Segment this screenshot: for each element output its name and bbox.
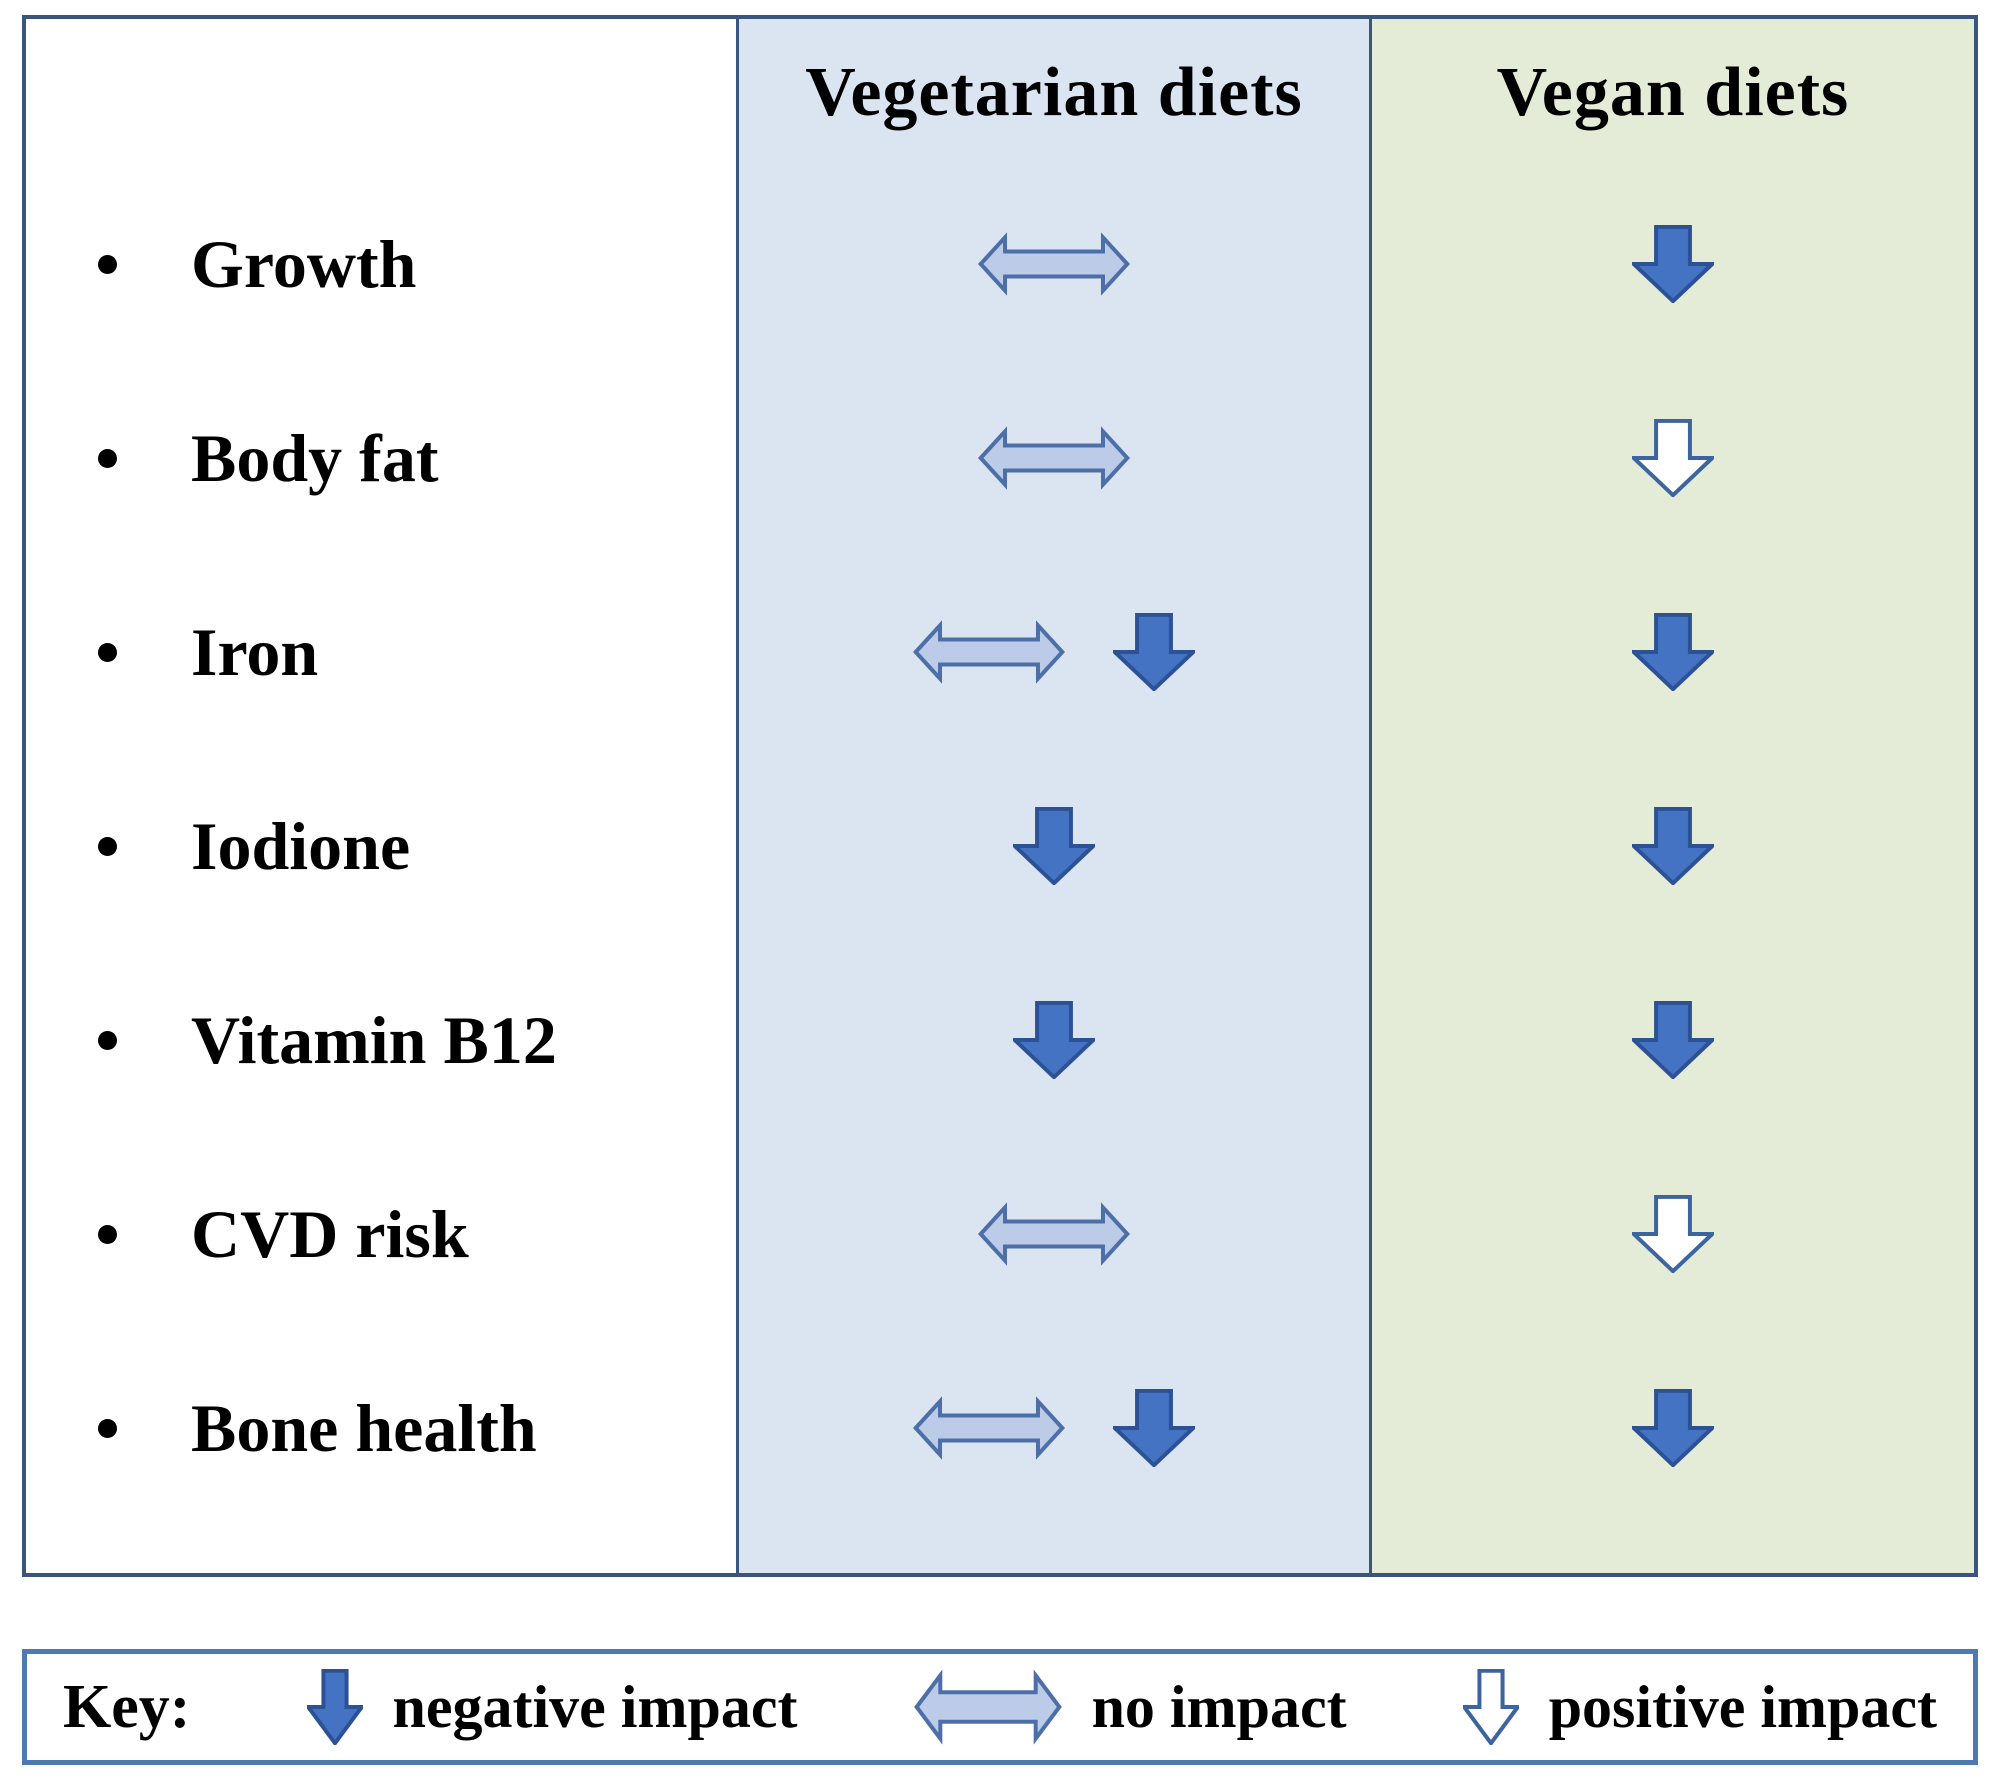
row-label-text: Iodione (191, 807, 411, 884)
no-impact-double-arrow-icon (978, 426, 1130, 490)
negative-impact-arrow-icon (1632, 613, 1714, 691)
column-header-vegetarian-label: Vegetarian diets (805, 54, 1303, 131)
vegan-impact-cell-growth (1369, 167, 1974, 361)
row-label-growth: Growth (26, 167, 736, 361)
vegan-impact-cell-bone-health (1369, 1331, 1974, 1525)
legend: Key: negative impact no impact positive … (22, 1649, 1978, 1765)
filler-cell (26, 1525, 736, 1573)
no-impact-double-arrow-icon (978, 1202, 1130, 1266)
legend-item-negative: negative impact (307, 1669, 798, 1745)
row-label-text: Growth (191, 225, 417, 302)
row-label-text: Iron (191, 613, 319, 690)
bullet-icon (98, 1418, 117, 1438)
bullet-icon (98, 1030, 117, 1050)
negative-impact-arrow-icon (1113, 613, 1195, 691)
legend-no-impact-label: no impact (1091, 1673, 1347, 1740)
row-label-text: Vitamin B12 (191, 1001, 557, 1078)
column-header-vegan-label: Vegan diets (1496, 54, 1850, 131)
vegan-impact-cell-body-fat (1369, 361, 1974, 555)
header-blank-cell (26, 19, 736, 167)
vegetarian-impact-cell-iron (736, 555, 1369, 749)
negative-impact-arrow-icon (1632, 1389, 1714, 1467)
row-label-iron: Iron (26, 555, 736, 749)
no-impact-double-arrow-icon (978, 232, 1130, 296)
row-label-cvd-risk: CVD risk (26, 1137, 736, 1331)
row-label-text: Bone health (191, 1389, 537, 1466)
row-label-text: Body fat (191, 419, 439, 496)
positive-impact-arrow-icon (1463, 1669, 1519, 1745)
no-impact-double-arrow-icon (914, 1669, 1062, 1745)
row-label-bone-health: Bone health (26, 1331, 736, 1525)
bullet-icon (98, 448, 117, 468)
bullet-icon (98, 642, 117, 662)
vegetarian-impact-cell-iodione (736, 749, 1369, 943)
bullet-icon (98, 254, 117, 274)
diet-impact-table: Vegetarian diets Vegan diets Growth Body… (22, 15, 1978, 1577)
negative-impact-arrow-icon (1013, 1001, 1095, 1079)
negative-impact-arrow-icon (307, 1669, 363, 1745)
row-label-iodione: Iodione (26, 749, 736, 943)
no-impact-double-arrow-icon (913, 1396, 1065, 1460)
legend-positive-label: positive impact (1548, 1673, 1937, 1740)
vegan-impact-cell-iron (1369, 555, 1974, 749)
legend-negative-label: negative impact (392, 1673, 798, 1740)
vegetarian-impact-cell-cvd-risk (736, 1137, 1369, 1331)
negative-impact-arrow-icon (1013, 807, 1095, 885)
legend-title: Key: (63, 1672, 191, 1741)
bullet-icon (98, 1224, 117, 1244)
vegetarian-impact-cell-bone-health (736, 1331, 1369, 1525)
legend-item-no-impact: no impact (914, 1669, 1347, 1745)
filler-cell-vegetarian (736, 1525, 1369, 1573)
vegan-impact-cell-iodione (1369, 749, 1974, 943)
legend-no-impact-icon-slot (914, 1669, 1062, 1745)
positive-impact-arrow-icon (1632, 419, 1714, 497)
bullet-icon (98, 836, 117, 856)
row-label-body-fat: Body fat (26, 361, 736, 555)
negative-impact-arrow-icon (1113, 1389, 1195, 1467)
vegetarian-impact-cell-vitamin-b12 (736, 943, 1369, 1137)
figure-canvas: Vegetarian diets Vegan diets Growth Body… (22, 15, 1978, 1765)
negative-impact-arrow-icon (1632, 807, 1714, 885)
no-impact-double-arrow-icon (913, 620, 1065, 684)
positive-impact-arrow-icon (1632, 1195, 1714, 1273)
vegetarian-impact-cell-body-fat (736, 361, 1369, 555)
negative-impact-arrow-icon (1632, 1001, 1714, 1079)
vegetarian-impact-cell-growth (736, 167, 1369, 361)
row-label-text: CVD risk (191, 1195, 469, 1272)
row-label-vitamin-b12: Vitamin B12 (26, 943, 736, 1137)
legend-item-positive: positive impact (1463, 1669, 1937, 1745)
filler-cell-vegan (1369, 1525, 1974, 1573)
negative-impact-arrow-icon (1632, 225, 1714, 303)
legend-positive-icon-slot (1463, 1669, 1519, 1745)
vegan-impact-cell-cvd-risk (1369, 1137, 1974, 1331)
vegan-impact-cell-vitamin-b12 (1369, 943, 1974, 1137)
column-header-vegetarian: Vegetarian diets (736, 19, 1369, 167)
legend-negative-icon-slot (307, 1669, 363, 1745)
column-header-vegan: Vegan diets (1369, 19, 1974, 167)
